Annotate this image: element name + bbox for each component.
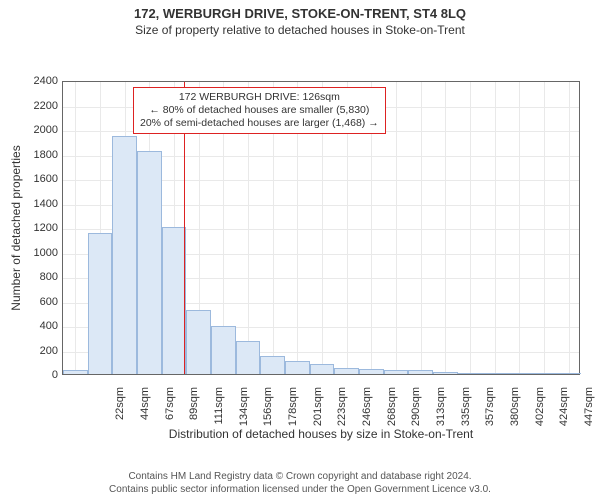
- chart-area: 172 WERBURGH DRIVE: 126sqm← 80% of detac…: [0, 41, 600, 441]
- footer: Contains HM Land Registry data © Crown c…: [0, 471, 600, 496]
- histogram-bar: [88, 233, 113, 374]
- x-tick-label: 335sqm: [460, 387, 472, 437]
- x-tick-label: 44sqm: [139, 387, 151, 437]
- histogram-bar: [211, 326, 236, 374]
- grid-line-v: [519, 82, 520, 374]
- x-tick-label: 246sqm: [361, 387, 373, 437]
- x-tick-label: 22sqm: [114, 387, 126, 437]
- plot-area: 172 WERBURGH DRIVE: 126sqm← 80% of detac…: [62, 81, 580, 375]
- footer-line1: Contains HM Land Registry data © Crown c…: [0, 471, 600, 484]
- x-tick-label: 156sqm: [262, 387, 274, 437]
- annotation-box: 172 WERBURGH DRIVE: 126sqm← 80% of detac…: [133, 87, 386, 134]
- x-tick-label: 402sqm: [534, 387, 546, 437]
- histogram-bar: [556, 373, 581, 374]
- title-main: 172, WERBURGH DRIVE, STOKE-ON-TRENT, ST4…: [0, 0, 600, 21]
- y-tick-label: 0: [24, 369, 58, 381]
- x-tick-label: 357sqm: [484, 387, 496, 437]
- x-tick-label: 447sqm: [583, 387, 595, 437]
- histogram-bar: [482, 373, 507, 374]
- histogram-bar: [186, 310, 211, 374]
- x-tick-label: 67sqm: [164, 387, 176, 437]
- grid-line-v: [75, 82, 76, 374]
- y-tick-label: 1600: [24, 173, 58, 185]
- y-tick-label: 800: [24, 271, 58, 283]
- histogram-bar: [384, 370, 409, 374]
- y-tick-label: 2200: [24, 100, 58, 112]
- histogram-bar: [112, 136, 137, 374]
- grid-line-v: [470, 82, 471, 374]
- grid-line-v: [421, 82, 422, 374]
- x-tick-label: 313sqm: [435, 387, 447, 437]
- histogram-bar: [507, 373, 532, 374]
- y-tick-label: 2000: [24, 124, 58, 136]
- histogram-bar: [260, 356, 285, 374]
- histogram-bar: [310, 364, 335, 374]
- x-tick-label: 290sqm: [410, 387, 422, 437]
- y-tick-label: 2400: [24, 75, 58, 87]
- y-tick-label: 1200: [24, 222, 58, 234]
- y-axis-title: Number of detached properties: [9, 145, 23, 310]
- histogram-bar: [63, 370, 88, 374]
- histogram-bar: [359, 369, 384, 375]
- grid-line-v: [569, 82, 570, 374]
- histogram-bar: [285, 361, 310, 374]
- x-tick-label: 424sqm: [558, 387, 570, 437]
- histogram-bar: [137, 151, 162, 374]
- x-tick-label: 223sqm: [336, 387, 348, 437]
- x-tick-label: 89sqm: [188, 387, 200, 437]
- y-tick-label: 1400: [24, 198, 58, 210]
- y-tick-label: 1800: [24, 149, 58, 161]
- histogram-bar: [433, 372, 458, 374]
- annotation-line: 20% of semi-detached houses are larger (…: [140, 117, 379, 130]
- x-tick-label: 268sqm: [386, 387, 398, 437]
- grid-line-v: [396, 82, 397, 374]
- y-tick-label: 200: [24, 345, 58, 357]
- x-tick-label: 201sqm: [312, 387, 324, 437]
- annotation-line: ← 80% of detached houses are smaller (5,…: [140, 104, 379, 117]
- histogram-bar: [408, 370, 433, 374]
- histogram-bar: [236, 341, 261, 374]
- footer-line2: Contains public sector information licen…: [0, 484, 600, 497]
- histogram-bar: [458, 373, 483, 374]
- y-tick-label: 1000: [24, 247, 58, 259]
- grid-line-v: [495, 82, 496, 374]
- y-tick-label: 600: [24, 296, 58, 308]
- x-tick-label: 380sqm: [509, 387, 521, 437]
- x-tick-label: 134sqm: [238, 387, 250, 437]
- x-tick-label: 111sqm: [213, 387, 225, 437]
- title-sub: Size of property relative to detached ho…: [0, 21, 600, 41]
- grid-line-v: [544, 82, 545, 374]
- x-tick-label: 178sqm: [287, 387, 299, 437]
- histogram-bar: [334, 368, 359, 374]
- grid-line-v: [445, 82, 446, 374]
- y-tick-label: 400: [24, 320, 58, 332]
- histogram-bar: [532, 373, 557, 374]
- annotation-line: 172 WERBURGH DRIVE: 126sqm: [140, 91, 379, 104]
